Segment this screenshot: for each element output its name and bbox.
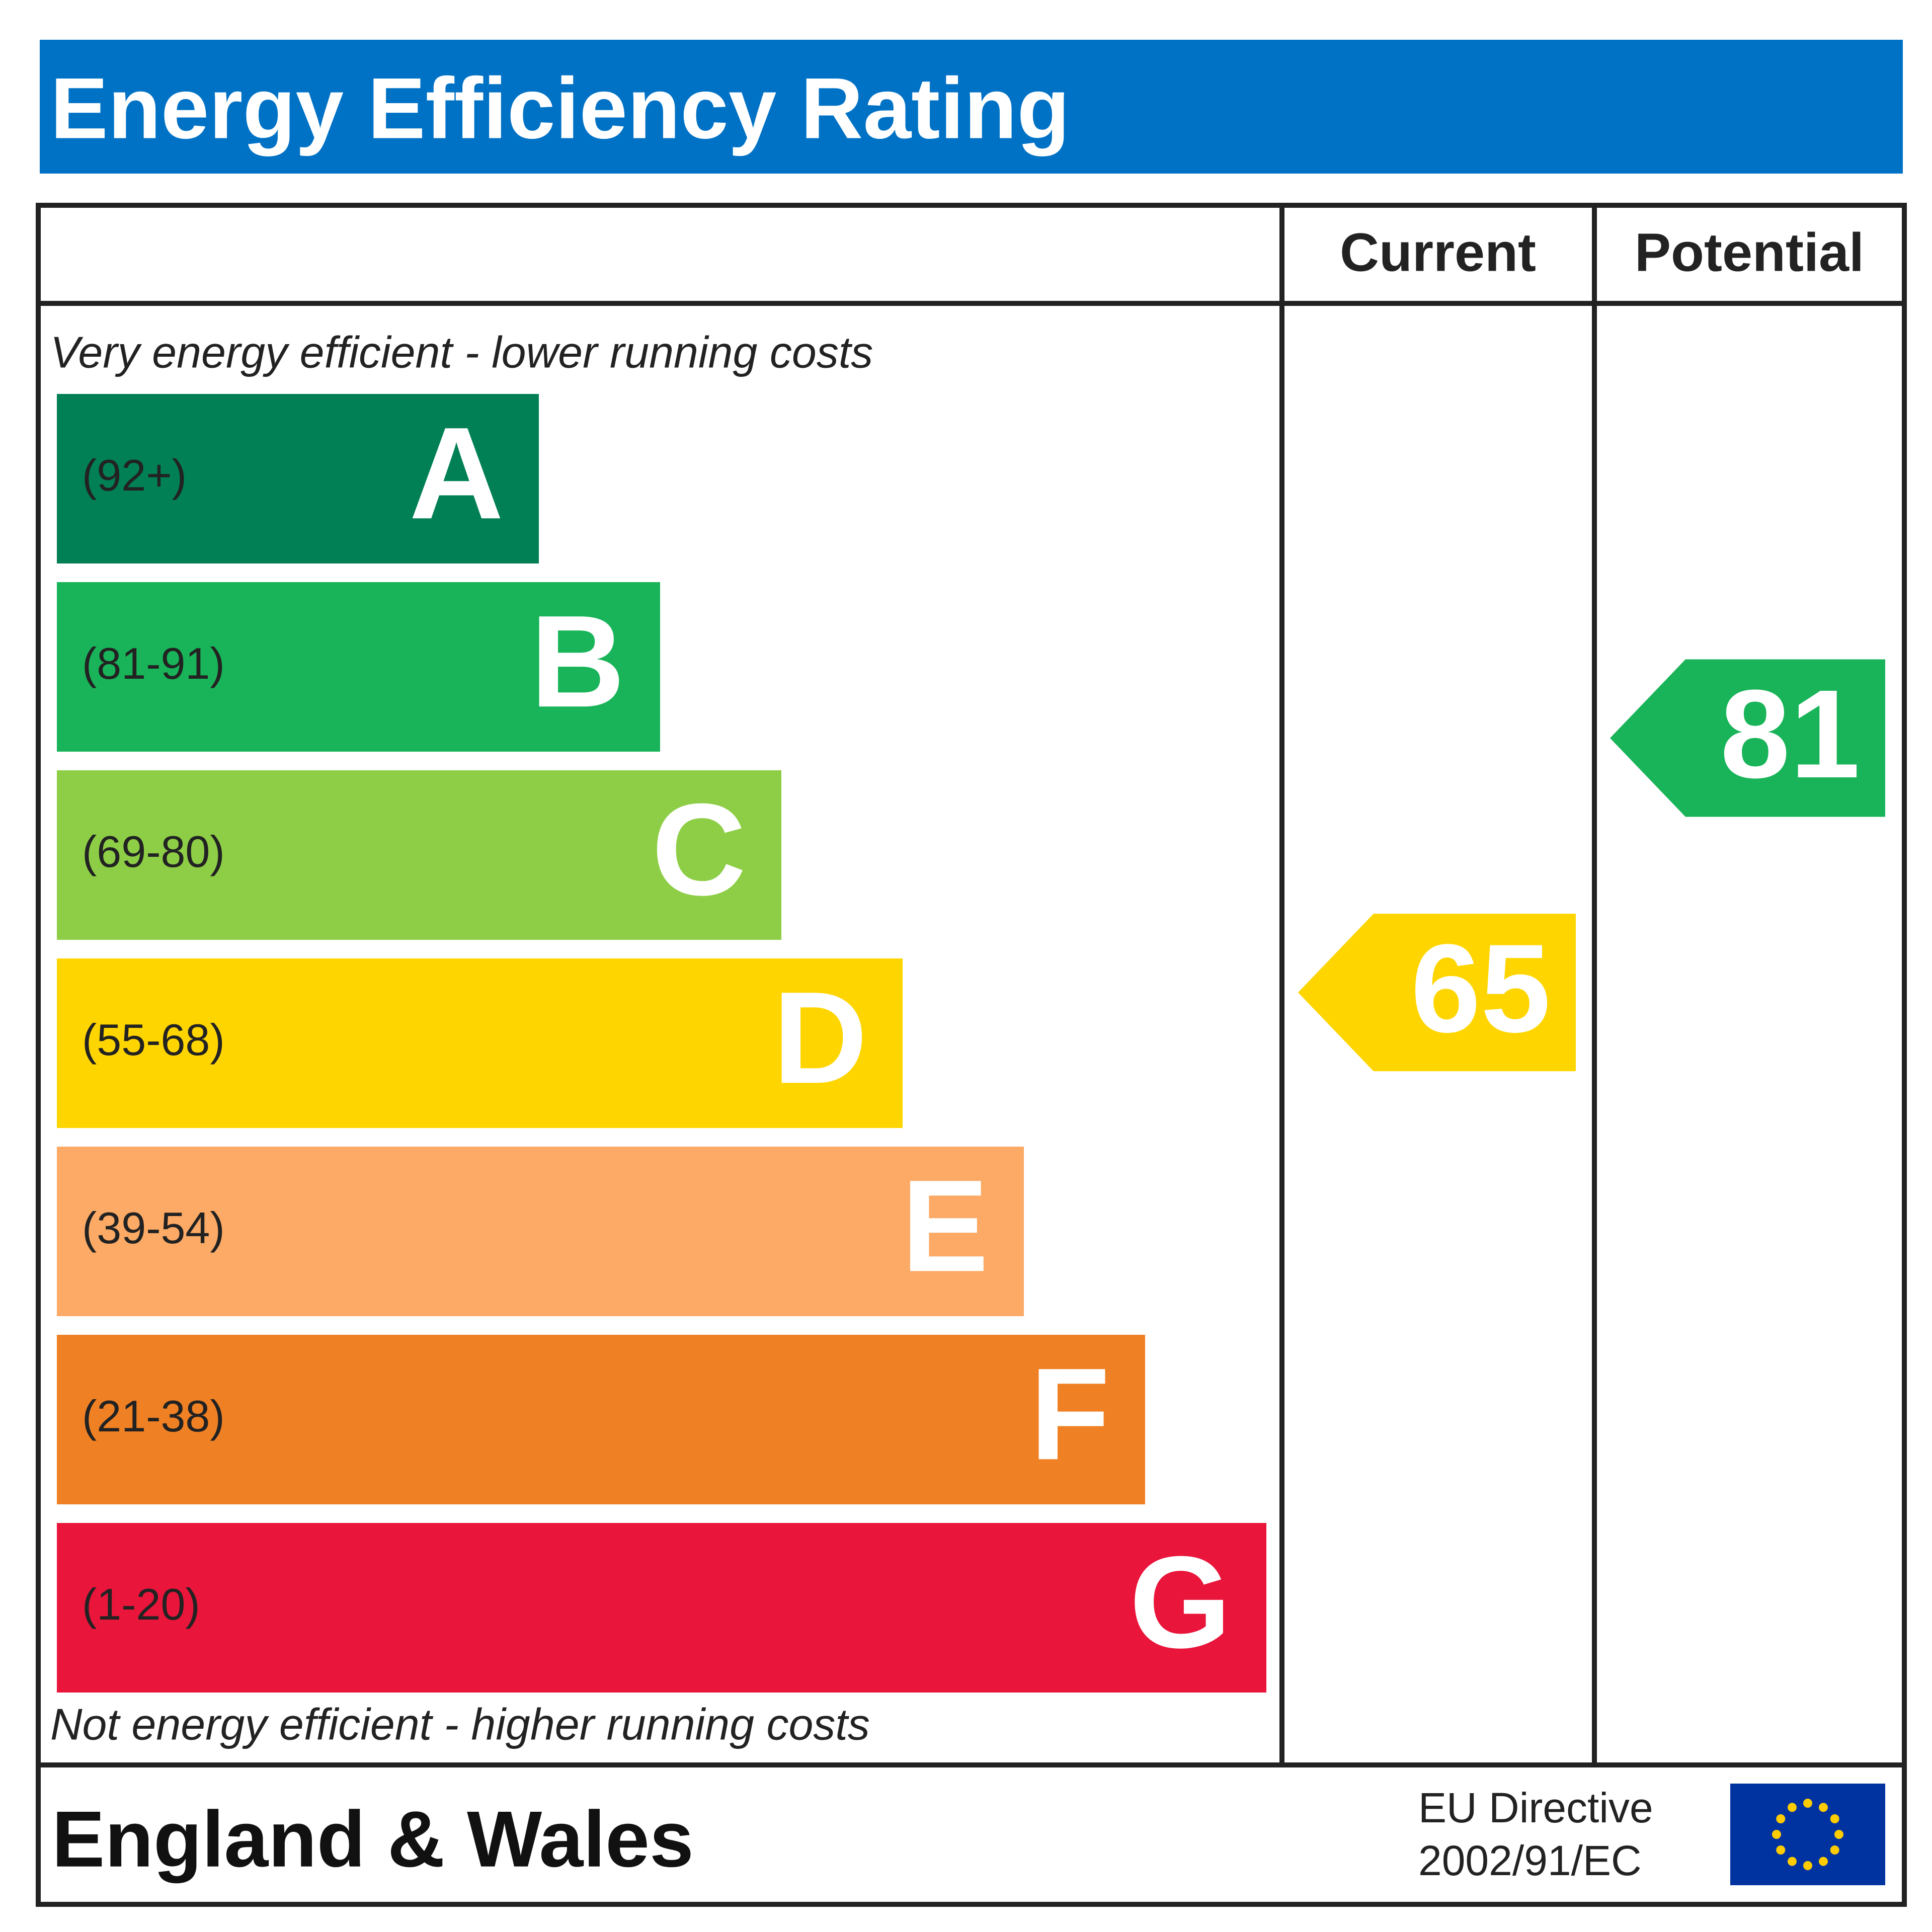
eu-star	[1803, 1861, 1812, 1870]
band-range: (92+)	[82, 450, 187, 500]
rating-band	[57, 1147, 1024, 1316]
band-range: (55-68)	[82, 1015, 225, 1065]
band-letter: D	[773, 965, 867, 1111]
column-header: Potential	[1635, 222, 1864, 283]
title: Energy Efficiency Rating	[50, 60, 1070, 156]
eu-star	[1819, 1803, 1828, 1812]
eu-star	[1788, 1803, 1797, 1812]
rating-band	[57, 1523, 1266, 1693]
eu-star	[1834, 1830, 1843, 1839]
band-letter: E	[902, 1153, 989, 1299]
rating-band	[57, 770, 781, 940]
band-range: (81-91)	[82, 638, 225, 688]
eu-star	[1803, 1799, 1812, 1808]
band-letter: C	[652, 777, 746, 923]
title-bar	[40, 40, 1903, 174]
eu-star	[1776, 1814, 1786, 1823]
directive: EU Directive	[1418, 1784, 1653, 1831]
frame	[36, 203, 1907, 1907]
band-range: (39-54)	[82, 1203, 225, 1253]
band-letter: B	[530, 589, 625, 735]
directive: 2002/91/EC	[1418, 1837, 1642, 1884]
rating-arrow	[1610, 659, 1885, 817]
rating-band	[57, 958, 903, 1128]
band-range: (69-80)	[82, 827, 225, 876]
region: England & Wales	[52, 1795, 694, 1884]
band-letter: A	[409, 400, 504, 546]
rating-value: 65	[1411, 918, 1551, 1059]
column-header: Current	[1340, 222, 1536, 283]
band-letter: G	[1130, 1530, 1231, 1675]
band-letter: F	[1030, 1341, 1110, 1487]
eu-star	[1819, 1857, 1828, 1866]
band-range: (1-20)	[82, 1579, 200, 1629]
eu-star	[1830, 1845, 1839, 1855]
eu-star	[1772, 1830, 1781, 1839]
eu-star	[1776, 1845, 1786, 1855]
top-note: Very energy efficient - lower running co…	[50, 327, 873, 377]
bottom-note: Not energy efficient - higher running co…	[50, 1699, 870, 1749]
rating-band	[57, 1335, 1145, 1504]
band-range: (21-38)	[82, 1391, 225, 1441]
eu-star	[1830, 1814, 1839, 1823]
rating-arrow	[1298, 914, 1576, 1072]
rating-value: 81	[1720, 664, 1860, 804]
eu-star	[1788, 1857, 1797, 1866]
rating-band	[57, 582, 660, 752]
rating-band	[57, 394, 539, 564]
